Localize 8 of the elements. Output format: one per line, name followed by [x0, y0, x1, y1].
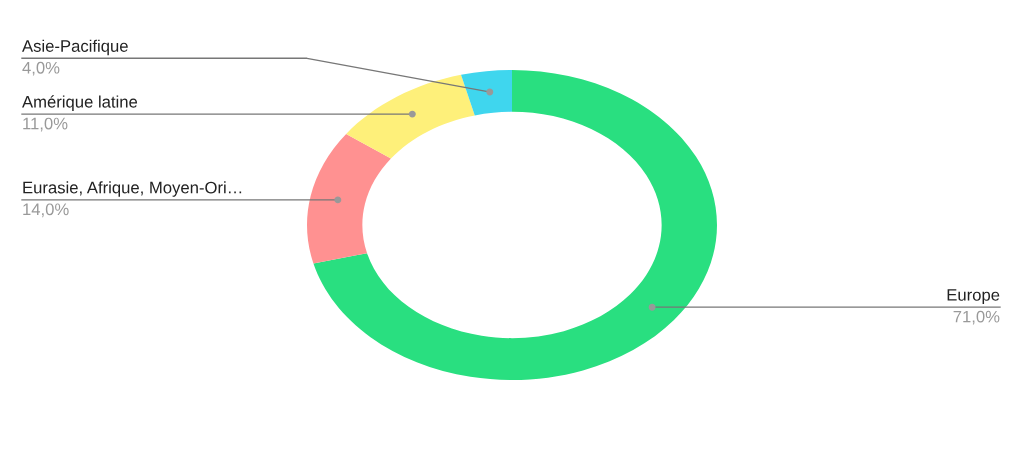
slice-label: Asie-Pacifique: [22, 39, 128, 56]
data-label: 71,0%: [953, 310, 1000, 325]
slice-label: Europe: [947, 289, 1000, 305]
slice-label: Amérique latine: [22, 95, 138, 112]
data-label: 14,0%: [23, 203, 69, 218]
data-label: 11,0%: [23, 117, 68, 132]
data-label: 4,0%: [22, 61, 60, 76]
slice-label: Eurasie, Afrique, Moyen-Ori…: [23, 181, 242, 197]
